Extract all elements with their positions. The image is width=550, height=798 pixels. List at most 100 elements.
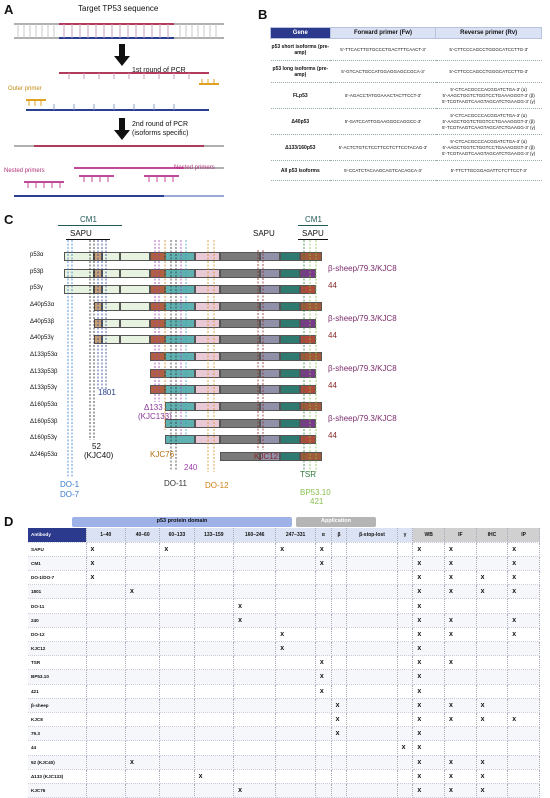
column-header: WB — [412, 528, 445, 543]
domain-segment — [280, 335, 300, 344]
mark-cell: x — [331, 712, 348, 728]
domain-segment — [165, 285, 195, 294]
domain-segment — [150, 285, 165, 294]
mark-cell — [194, 584, 235, 600]
domain-segment — [220, 335, 260, 344]
mark-cell: x — [476, 698, 509, 713]
mark-cell — [444, 641, 477, 657]
mark-cell — [233, 655, 277, 671]
mark-cell — [125, 613, 161, 628]
mark-cell: x — [412, 698, 445, 713]
mark-cell — [86, 641, 127, 657]
sapu-right-label: SAPU — [302, 229, 324, 238]
mark-cell: x — [86, 570, 127, 586]
domain-segment — [260, 435, 280, 444]
domain-segment — [280, 319, 300, 328]
mark-cell — [159, 769, 195, 784]
domain-segment — [220, 285, 260, 294]
column-header: IF — [444, 528, 477, 543]
cm1-right-label: CM1 — [305, 215, 322, 224]
mark-cell — [86, 598, 127, 614]
mark-cell: x — [476, 769, 509, 784]
ab-52: 52 — [92, 442, 101, 451]
isoform-row: p53α — [0, 252, 340, 261]
domain-segment — [150, 352, 165, 361]
mark-cell — [233, 542, 277, 557]
mark-cell — [331, 584, 348, 600]
domain-segment — [195, 302, 220, 311]
mark-cell — [275, 740, 316, 756]
isoform-row: Δ40p53β — [0, 319, 340, 328]
tail-segment — [300, 402, 322, 411]
mark-cell: x — [412, 584, 445, 600]
domain-segment — [150, 335, 165, 344]
domain-segment — [195, 419, 220, 428]
ab-kjc133: (KJC133) — [138, 412, 172, 421]
mark-cell: x — [315, 542, 332, 557]
isoform-row: Δ160p53α — [0, 402, 340, 411]
mark-cell: x — [507, 556, 540, 572]
table-row: DO-11 x x — [28, 598, 540, 614]
mark-cell: x — [233, 598, 277, 614]
application-header: Application — [321, 518, 351, 524]
mark-cell — [194, 684, 235, 699]
mark-cell — [476, 641, 509, 657]
mark-cell — [233, 556, 277, 572]
table-row: 240 x x x x — [28, 613, 540, 628]
domain-segment — [150, 252, 165, 261]
domain-segment — [280, 369, 300, 378]
mark-cell: x — [412, 712, 445, 728]
mark-cell — [397, 556, 414, 572]
mark-cell: x — [476, 712, 509, 728]
mark-cell — [275, 655, 316, 671]
isoform-label: Δ160p53γ — [30, 435, 58, 441]
tail-segment — [300, 319, 316, 328]
antibody-name: 240 — [28, 613, 87, 628]
mark-cell — [86, 755, 127, 770]
ab-d133: Δ133 — [144, 403, 163, 412]
mark-cell — [476, 740, 509, 756]
mark-cell — [397, 684, 414, 699]
mark-cell — [275, 712, 316, 728]
mark-cell — [125, 627, 161, 643]
domain-segment — [195, 352, 220, 361]
domain-segment — [102, 302, 120, 311]
antibody-table: Antibody 1–40 40–60 60–133 133–159 160–246 247… — [28, 528, 540, 798]
mark-cell — [159, 584, 195, 600]
mark-cell — [86, 769, 127, 784]
gene-cell: p53 long isoforms (pre-amp) — [270, 60, 331, 83]
mark-cell — [233, 684, 277, 699]
domain-segment — [195, 385, 220, 394]
antibody-name: 79.3 — [28, 726, 87, 742]
mark-cell — [275, 783, 316, 798]
mark-cell — [397, 613, 414, 628]
table-row: 52 (KJC40) x x x x — [28, 755, 540, 770]
mark-cell — [194, 641, 235, 657]
mark-cell — [125, 598, 161, 614]
mark-cell — [233, 769, 277, 784]
mark-cell — [346, 698, 398, 713]
mark-cell — [275, 613, 316, 628]
mark-cell — [346, 740, 398, 756]
mark-cell — [233, 755, 277, 770]
mark-cell — [346, 556, 398, 572]
domain-segment — [260, 369, 280, 378]
domain-segment — [260, 285, 280, 294]
mark-cell — [159, 698, 195, 713]
domain-segment — [220, 252, 260, 261]
mark-cell — [233, 584, 277, 600]
sapu-left-label: SAPU — [70, 229, 92, 238]
mark-cell — [86, 726, 127, 742]
mark-cell — [315, 740, 332, 756]
tail-segment — [300, 419, 316, 428]
mark-cell — [507, 783, 540, 798]
isoform-label: Δ133p53β — [30, 369, 58, 375]
table-row: KJC76 x x x x — [28, 783, 540, 798]
domain-segment — [120, 269, 150, 278]
antibody-name: 1801 — [28, 584, 87, 600]
column-header: Antibody — [28, 528, 87, 543]
domain-segment — [102, 269, 120, 278]
mark-cell — [86, 783, 127, 798]
table-row: SAPU x x x x x x x — [28, 542, 540, 557]
isoform-label: Δ40p53β — [30, 319, 55, 325]
